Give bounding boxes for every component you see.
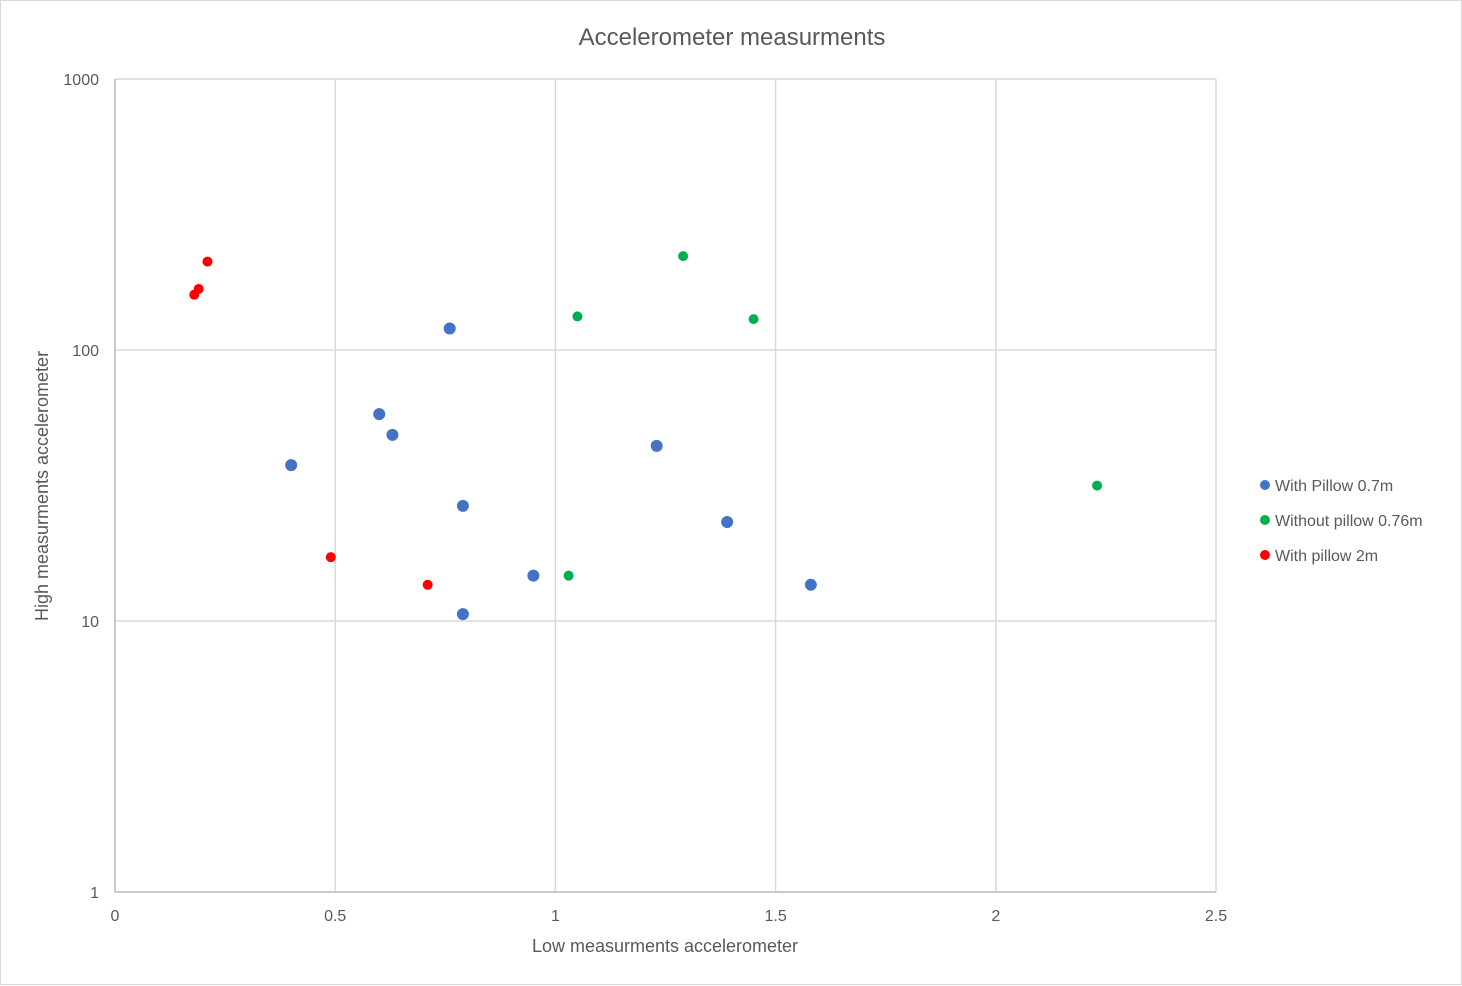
x-tick-label: 0.5 [324,908,346,925]
x-tick-label: 2.5 [1205,908,1227,925]
y-tick-label: 1 [90,885,99,902]
data-point [678,251,689,262]
x-tick-label: 2 [991,908,1000,925]
data-point [373,408,386,421]
data-points [189,251,1103,621]
data-point [721,515,734,528]
data-point [193,283,204,294]
data-point [285,459,298,472]
legend-item: With Pillow 0.7m [1260,478,1393,495]
legend: With Pillow 0.7m Without pillow 0.76m With… [1260,478,1423,565]
x-tick-label: 1.5 [764,908,786,925]
y-tick-label: 1000 [63,72,99,89]
series-1 [285,322,817,621]
data-point [386,428,399,441]
legend-label: With pillow 2m [1275,548,1378,565]
legend-label: Without pillow 0.76m [1275,513,1423,530]
y-tick-label: 10 [81,614,99,631]
grid [114,78,1217,893]
legend-label: With Pillow 0.7m [1275,478,1393,495]
data-point [443,322,456,335]
data-point [1092,480,1103,491]
data-point [804,578,817,591]
legend-item: With pillow 2m [1260,548,1378,565]
data-point [325,552,336,563]
x-axis-ticks: 0 0.5 1 1.5 2 2.5 [111,908,1228,925]
legend-item: Without pillow 0.76m [1260,513,1423,530]
data-point [422,579,433,590]
data-point [527,569,540,582]
data-point [456,608,469,621]
data-point [572,311,583,322]
legend-marker [1260,515,1270,525]
y-tick-label: 100 [72,343,99,360]
legend-marker [1260,550,1270,560]
data-point [748,314,759,325]
x-axis-title: Low measurments accelerometer [532,936,798,956]
x-tick-label: 1 [551,908,560,925]
y-axis-title: High measurments accelerometer [32,351,52,621]
series-3 [189,256,433,590]
chart-title: Accelerometer measurments [579,24,886,51]
data-point [650,439,663,452]
legend-marker [1260,480,1270,490]
data-point [563,570,574,581]
y-axis-ticks: 1 10 100 1000 [63,72,99,902]
series-2 [563,251,1103,581]
x-tick-label: 0 [111,908,120,925]
data-point [202,256,213,267]
data-point [456,499,469,512]
